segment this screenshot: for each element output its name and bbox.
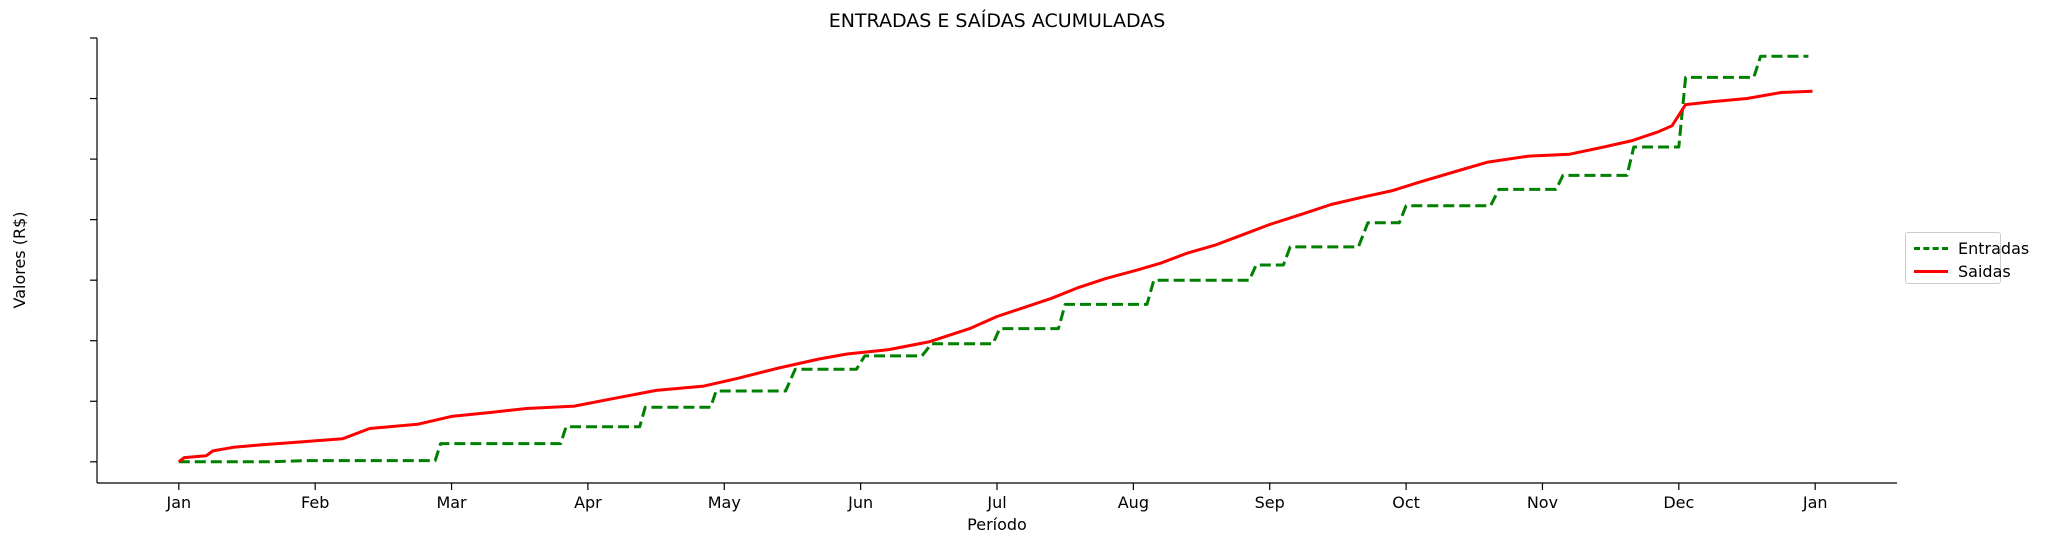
legend-swatch-saidas (1914, 269, 1948, 273)
x-tick-label: Jan (1802, 493, 1828, 512)
x-tick-label: Oct (1392, 493, 1420, 512)
x-axis-ticks: Jan Feb Mar Apr May Jun Jul Aug Sep Oct Nov Dec Jan (165, 483, 1828, 512)
series-layer (177, 54, 1813, 464)
legend-swatch-entradas (1914, 246, 1948, 250)
legend-item-entradas: Entradas (1914, 238, 2029, 258)
x-tick-label: Sep (1255, 493, 1285, 512)
x-tick-label: Jan (165, 493, 191, 512)
x-tick-label: May (708, 493, 741, 512)
x-tick-label: Jun (847, 493, 873, 512)
x-tick-label: Aug (1118, 493, 1149, 512)
x-tick-label: Mar (436, 493, 467, 512)
legend-label-saidas: Saidas (1958, 261, 2011, 281)
x-axis-label: Período (967, 515, 1027, 534)
series-line-entradas (178, 54, 1809, 464)
legend-item-saidas: Saidas (1914, 261, 2011, 281)
legend: Entradas Saidas (1905, 232, 2029, 284)
x-tick-label: Dec (1663, 493, 1694, 512)
chart-title: ENTRADAS E SAÍDAS ACUMULADAS (829, 9, 1166, 32)
series-line-saidas (177, 89, 1813, 463)
legend-label-entradas: Entradas (1958, 238, 2030, 258)
y-axis-ticks (90, 37, 97, 463)
x-tick-label: Nov (1527, 493, 1558, 512)
y-axis-label: Valores (R$) (10, 211, 29, 308)
x-tick-label: Apr (574, 493, 602, 512)
x-tick-label: Jul (986, 493, 1006, 512)
axes (96, 38, 1897, 484)
x-tick-label: Feb (301, 493, 329, 512)
